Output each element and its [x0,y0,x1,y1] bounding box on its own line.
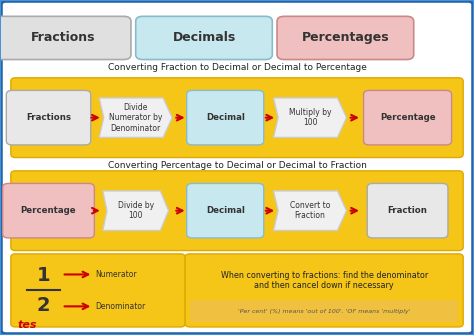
Polygon shape [103,191,169,230]
FancyBboxPatch shape [11,254,185,327]
FancyBboxPatch shape [367,184,448,238]
FancyBboxPatch shape [190,300,458,322]
Text: Fraction: Fraction [388,206,428,215]
Polygon shape [99,98,172,137]
Text: 1: 1 [37,266,51,285]
Text: Multiply by
100: Multiply by 100 [289,108,331,127]
Text: Percentage: Percentage [380,113,436,122]
Text: 'Per cent' (%) means 'out of 100'. 'Of' means 'multiply': 'Per cent' (%) means 'out of 100'. 'Of' … [238,309,410,314]
Polygon shape [273,191,346,230]
Text: Convert to
Fraction: Convert to Fraction [290,201,330,220]
Text: Converting Percentage to Decimal or Decimal to Fraction: Converting Percentage to Decimal or Deci… [108,161,366,170]
Text: tes: tes [18,320,37,330]
Text: Percentages: Percentages [301,31,389,45]
Text: Fractions: Fractions [30,31,95,45]
Text: Converting Fraction to Decimal or Decimal to Percentage: Converting Fraction to Decimal or Decima… [108,63,366,72]
Text: Decimal: Decimal [206,113,245,122]
FancyBboxPatch shape [364,90,452,145]
FancyBboxPatch shape [6,90,91,145]
FancyBboxPatch shape [11,171,463,251]
Text: Fractions: Fractions [26,113,71,122]
FancyBboxPatch shape [3,184,94,238]
Text: Divide by
100: Divide by 100 [118,201,154,220]
Text: Divide
Numerator by
Denominator: Divide Numerator by Denominator [109,103,163,133]
Text: When converting to fractions: find the denominator
and then cancel down if neces: When converting to fractions: find the d… [220,271,428,290]
Text: Denominator: Denominator [96,302,146,311]
FancyBboxPatch shape [185,254,463,327]
Text: Numerator: Numerator [96,270,137,279]
Polygon shape [273,98,346,137]
Text: Decimal: Decimal [206,206,245,215]
FancyBboxPatch shape [0,16,131,60]
Text: Percentage: Percentage [21,206,76,215]
FancyBboxPatch shape [187,90,264,145]
FancyBboxPatch shape [136,16,273,60]
FancyBboxPatch shape [187,184,264,238]
FancyBboxPatch shape [277,16,414,60]
FancyBboxPatch shape [11,78,463,157]
Text: 2: 2 [37,296,51,315]
Text: Decimals: Decimals [173,31,236,45]
